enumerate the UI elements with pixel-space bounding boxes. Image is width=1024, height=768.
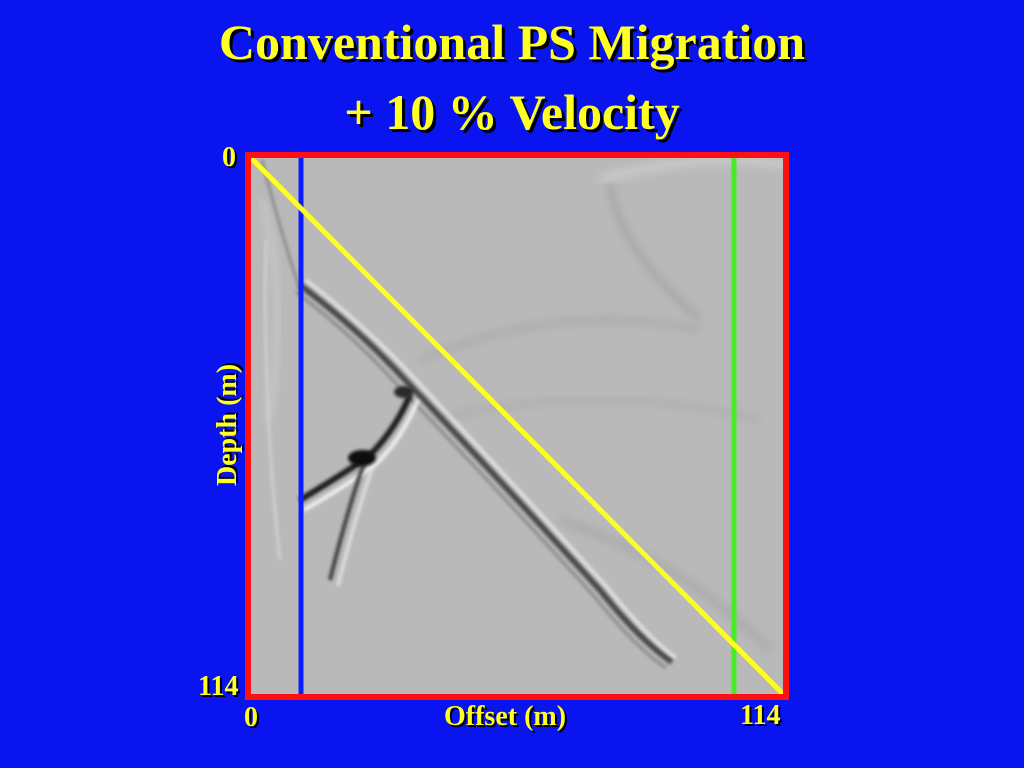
x-tick-left: 0 [244, 702, 258, 733]
slide-title-line-2: + 10 % Velocity [344, 84, 680, 140]
slide-title-line-1: Conventional PS Migration [218, 14, 806, 70]
seismic-events [259, 155, 786, 670]
x-axis-title: Offset (m) [444, 701, 567, 732]
y-tick-top: 0 [222, 142, 236, 173]
yellow-diagonal-line [248, 155, 786, 697]
plot-frame [245, 152, 789, 700]
x-tick-right: 114 [740, 700, 781, 731]
y-axis-title: Depth (m) [212, 363, 243, 487]
y-tick-bottom: 114 [198, 671, 239, 702]
